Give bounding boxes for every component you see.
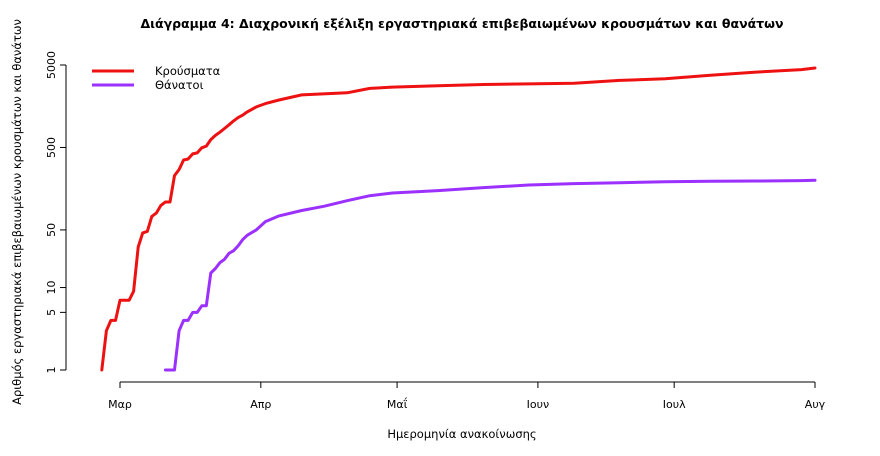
x-tick-label: Μαΐ [387, 397, 408, 411]
y-tick-label: 5000 [45, 51, 58, 79]
series-line-cases [100, 66, 817, 372]
series-line-deaths [163, 178, 817, 372]
legend: Κρούσματα Θάνατοι [92, 64, 221, 92]
series-lines [100, 66, 817, 372]
y-tick-label: 1 [45, 367, 58, 374]
y-tick-label: 500 [45, 137, 58, 158]
x-axis-label: Ημερομηνία ανακοίνωσης [387, 427, 536, 441]
chart-title: Διάγραμμα 4: Διαχρονική εξέλιξη εργαστηρ… [140, 16, 783, 31]
x-tick-label: Μαρ [108, 398, 132, 411]
x-tick-label: Ιουλ [663, 398, 686, 411]
legend-label-cases: Κρούσματα [155, 64, 221, 78]
x-tick-label: Απρ [250, 398, 271, 411]
y-tick-label: 50 [45, 223, 58, 237]
y-axis-label: Αριθμός εργαστηριακά επιβεβαιωμένων κρου… [10, 19, 24, 405]
y-tick-label: 10 [45, 281, 58, 295]
x-tick-label: Αυγ [805, 398, 826, 411]
y-tick-label: 5 [45, 309, 58, 316]
x-tick-label: Ιουν [527, 398, 549, 411]
legend-label-deaths: Θάνατοι [155, 78, 204, 92]
axes: Μαρ Απρ Μαΐ Ιουν Ιουλ Αυγ 1 5 10 50 500 5000 [45, 51, 826, 411]
